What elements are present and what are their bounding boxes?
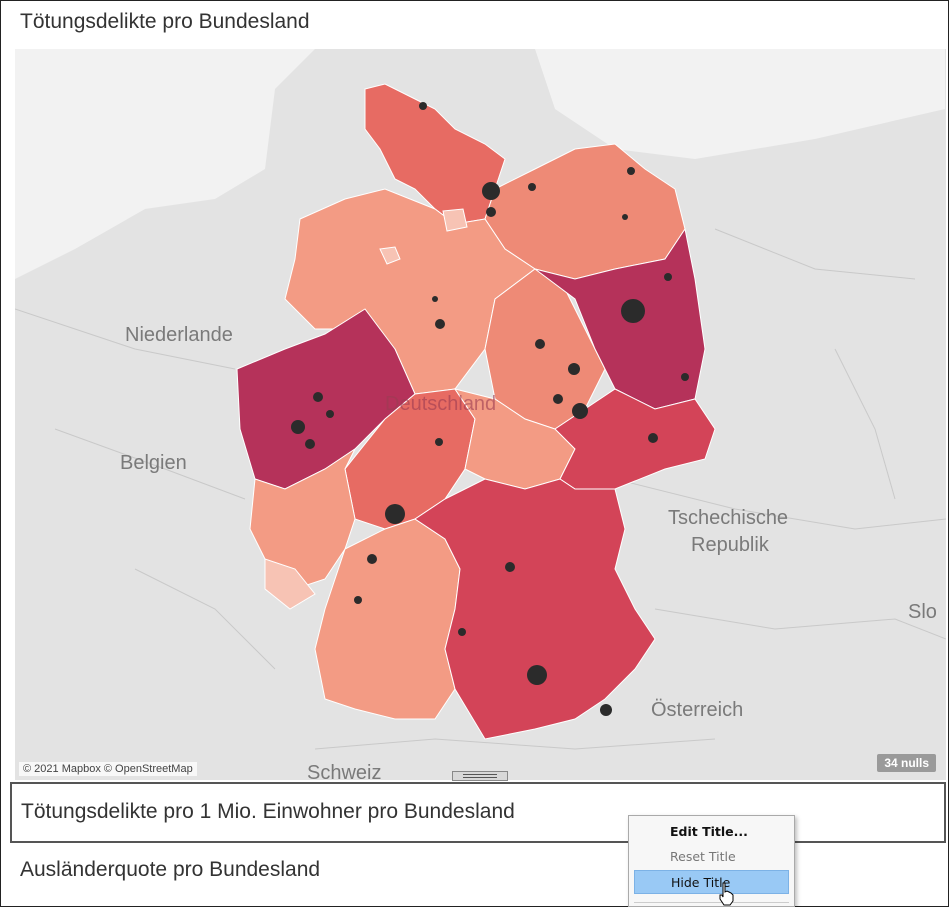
city-dot [572, 403, 588, 419]
city-dot [354, 596, 362, 604]
city-dot [385, 504, 405, 524]
city-dot [435, 438, 443, 446]
city-dot [568, 363, 580, 375]
menu-item-reset-title[interactable]: Reset Title [670, 849, 736, 864]
map-view[interactable]: Niederlande Belgien Deutschland Tschechi… [15, 49, 946, 780]
context-menu: Edit Title... Reset Title Hide Title [628, 815, 795, 907]
city-dot [600, 704, 612, 716]
label-belgium: Belgien [120, 452, 187, 474]
sheet-title-text[interactable]: Tötungsdelikte pro 1 Mio. Einwohner pro … [21, 800, 515, 823]
city-dot [553, 394, 563, 404]
city-dot [367, 554, 377, 564]
state-bayern [414, 478, 656, 740]
city-dot [681, 373, 689, 381]
city-dot [622, 214, 628, 220]
city-dots [291, 102, 689, 716]
neighbor-borders [15, 228, 946, 750]
map-attribution[interactable]: © 2021 Mapbox © OpenStreetMap [19, 762, 197, 776]
menu-item-hide-title[interactable]: Hide Title [634, 870, 789, 894]
north-sea [15, 49, 315, 279]
city-dot [326, 410, 334, 418]
label-switzerland: Schweiz [307, 762, 381, 780]
city-dot [432, 296, 438, 302]
city-dot [458, 628, 466, 636]
label-slovakia: Slo [908, 601, 937, 623]
city-dot [648, 433, 658, 443]
map-canvas[interactable]: Niederlande Belgien Deutschland Tschechi… [15, 49, 946, 780]
resize-handle[interactable] [452, 771, 508, 781]
next-sheet-title[interactable]: Ausländerquote pro Bundesland [20, 858, 321, 881]
city-dot [535, 339, 545, 349]
city-dot [505, 562, 515, 572]
baltic-sea [535, 49, 945, 159]
city-dot [419, 102, 427, 110]
state-hamburg [442, 208, 468, 232]
label-austria: Österreich [651, 699, 743, 721]
menu-divider [634, 902, 789, 903]
hand-cursor-icon [719, 882, 734, 906]
state-bremen [379, 246, 401, 265]
city-dot [527, 665, 547, 685]
state-brandenburg [534, 227, 706, 410]
nulls-indicator[interactable]: 34 nulls [877, 754, 936, 772]
label-germany: Deutschland [385, 393, 496, 415]
city-dot [528, 183, 536, 191]
menu-item-edit-title[interactable]: Edit Title... [670, 824, 748, 839]
city-dot [627, 167, 635, 175]
sheet-title-box[interactable]: Tötungsdelikte pro 1 Mio. Einwohner pro … [10, 782, 946, 843]
states [236, 83, 716, 740]
label-czech-1: Tschechische [668, 507, 788, 529]
city-dot [305, 439, 315, 449]
city-dot [482, 182, 500, 200]
city-dot [435, 319, 445, 329]
label-czech-2: Republik [691, 534, 770, 556]
state-saarland [264, 558, 316, 610]
city-dot [291, 420, 305, 434]
worksheet-title[interactable]: Tötungsdelikte pro Bundesland [20, 10, 310, 33]
city-dot [664, 273, 672, 281]
label-netherlands: Niederlande [125, 324, 233, 346]
city-dot-berlin [621, 299, 645, 323]
city-dot [486, 207, 496, 217]
city-dot [313, 392, 323, 402]
